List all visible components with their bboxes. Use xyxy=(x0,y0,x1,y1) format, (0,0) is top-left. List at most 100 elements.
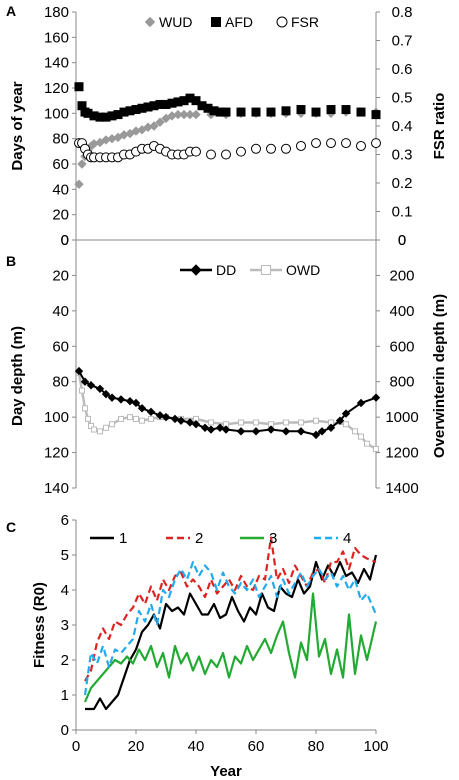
data-point-owd xyxy=(313,417,319,424)
data-point-owd xyxy=(139,417,145,424)
data-point-dd xyxy=(356,398,366,408)
data-point-dd xyxy=(200,423,210,432)
data-point-dd xyxy=(251,427,261,436)
data-point-dd xyxy=(215,423,225,432)
y-tick-label: 20 xyxy=(52,207,69,224)
y-tick-label: 4 xyxy=(61,582,69,599)
data-point-afd xyxy=(371,110,381,120)
data-point-fsr xyxy=(281,143,291,154)
y-tick-label: 20 xyxy=(52,267,69,284)
data-point-dd xyxy=(311,430,321,440)
series-line-3 xyxy=(83,592,378,703)
legend-label-3: 3 xyxy=(269,530,277,547)
data-point-owd xyxy=(97,428,103,435)
data-point-dd xyxy=(107,393,117,402)
data-point-dd xyxy=(185,418,195,427)
data-point-fsr xyxy=(341,138,351,149)
y-right-tick-label: 0.6 xyxy=(392,61,413,78)
data-point-dd xyxy=(281,427,291,436)
data-point-owd xyxy=(118,415,124,422)
panel-a: A 0 20 40 60 80 100 120 140 160 180 0 0.1 0.2 0.3 0.4 0.… xyxy=(6,3,448,249)
legend-marker-afd xyxy=(211,17,221,27)
y-right-tick-label: 0 xyxy=(398,232,406,249)
x-tick-label: 80 xyxy=(308,738,325,755)
data-point-dd xyxy=(335,416,345,425)
data-point-wud xyxy=(77,159,87,169)
y-tick-label: 160 xyxy=(44,29,69,46)
y-right-tick-label: 200 xyxy=(389,267,414,284)
data-point-dd xyxy=(161,412,171,422)
legend-label-dd: DD xyxy=(216,262,236,278)
data-point-dd xyxy=(116,395,126,404)
panel-b: B020406080100120140020040060080010001200… xyxy=(6,232,448,497)
data-point-owd xyxy=(253,419,259,426)
data-point-dd xyxy=(131,398,141,408)
x-axis-label: Year xyxy=(210,763,242,780)
data-point-fsr xyxy=(251,143,261,154)
legend-marker-fsr xyxy=(276,16,288,28)
data-point-owd xyxy=(298,419,304,426)
series-line-2 xyxy=(84,536,377,682)
data-point-afd xyxy=(311,107,321,117)
y-tick-label: 120 xyxy=(44,445,69,462)
y-right-tick-label: 0.2 xyxy=(392,175,413,192)
y-axis-label: Day depth (m) xyxy=(9,326,26,426)
data-point-fsr xyxy=(311,138,321,149)
y-right-tick-label: 0.8 xyxy=(392,4,413,21)
y-right-tick-label: 1200 xyxy=(385,445,418,462)
data-point-dd xyxy=(326,423,336,432)
legend-label-1: 1 xyxy=(119,530,127,547)
data-point-fsr xyxy=(236,146,246,157)
data-point-dd xyxy=(125,396,135,406)
data-point-dd xyxy=(236,427,246,436)
data-point-owd xyxy=(103,424,109,431)
y-right-tick-label: 1000 xyxy=(385,409,418,426)
data-point-owd xyxy=(127,414,133,421)
series-line-4 xyxy=(83,560,378,696)
y-tick-label: 180 xyxy=(44,4,69,21)
data-point-owd xyxy=(358,433,364,440)
data-point-dd xyxy=(317,427,327,436)
data-point-fsr xyxy=(296,140,306,151)
data-point-dd xyxy=(191,420,201,429)
y-tick-label: 100 xyxy=(44,409,69,426)
data-point-dd xyxy=(371,393,381,402)
data-point-fsr xyxy=(206,149,216,160)
y-tick-label: 120 xyxy=(44,80,69,97)
y-tick-label: 1 xyxy=(61,687,69,704)
data-point-owd xyxy=(352,428,358,435)
legend-marker-dd xyxy=(190,264,202,276)
y-right-tick-label: 600 xyxy=(389,338,414,355)
data-point-fsr xyxy=(326,138,336,149)
y-tick-label: 100 xyxy=(44,105,69,122)
x-tick-label: 20 xyxy=(128,738,145,755)
x-tick-label: 40 xyxy=(188,738,205,755)
y-right-tick-label: 400 xyxy=(389,303,414,320)
y-axis-label: Days of year xyxy=(9,81,26,170)
legend-label-owd: OWD xyxy=(286,262,320,278)
y-right-tick-label: 0.5 xyxy=(392,90,413,107)
y-right-tick-label: 0.7 xyxy=(392,33,413,50)
data-point-owd xyxy=(238,419,244,426)
y-right-axis-label: Overwinterin depth (m) xyxy=(431,294,448,458)
y-right-tick-label: 0.3 xyxy=(392,147,413,164)
data-point-owd xyxy=(208,419,214,426)
data-point-wud xyxy=(149,121,159,131)
series-line-1 xyxy=(85,554,378,711)
data-point-dd xyxy=(155,411,165,420)
data-point-afd xyxy=(296,105,306,115)
data-point-afd xyxy=(356,107,366,117)
data-point-owd xyxy=(82,405,88,412)
data-point-afd xyxy=(251,107,261,117)
data-point-afd xyxy=(74,82,84,92)
data-point-dd xyxy=(266,425,276,434)
y-tick-label: 6 xyxy=(61,512,69,529)
data-point-owd xyxy=(91,426,97,433)
data-point-owd xyxy=(283,419,289,426)
y-axis-label: Fitness (R0) xyxy=(31,582,48,668)
data-point-owd xyxy=(373,446,379,453)
x-tick-label: 60 xyxy=(248,738,265,755)
y-right-tick-label: 0.4 xyxy=(392,118,413,135)
legend-marker-owd xyxy=(261,265,271,275)
data-point-owd xyxy=(148,415,154,422)
